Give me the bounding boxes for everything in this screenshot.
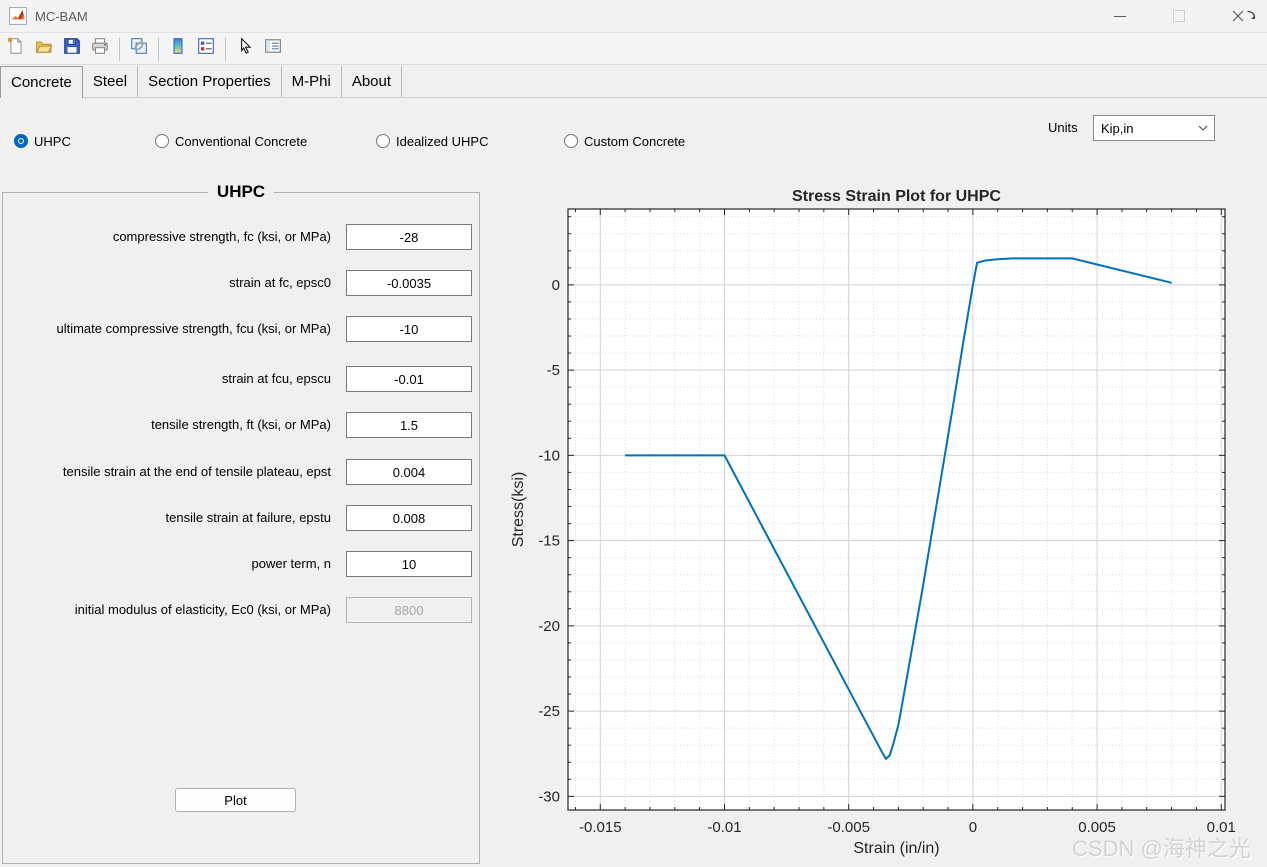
svg-text:0.01: 0.01: [1207, 819, 1236, 836]
new-figure-icon: [7, 37, 25, 60]
open-file-icon: [35, 37, 53, 60]
plot-browser-button[interactable]: [259, 35, 287, 63]
field-label-Ec0: initial modulus of elasticity, Ec0 (ksi,…: [74, 602, 331, 617]
insert-legend-button[interactable]: [192, 35, 220, 63]
radio-unselected-icon: [564, 134, 578, 148]
svg-text:0: 0: [552, 277, 560, 294]
panel-title: UHPC: [207, 182, 275, 202]
figure-toolbar: [0, 33, 1267, 65]
svg-text:-0.005: -0.005: [827, 819, 870, 836]
field-label-fc: compressive strength, fc (ksi, or MPa): [112, 229, 331, 244]
svg-text:-10: -10: [538, 447, 560, 464]
tab-steel[interactable]: Steel: [82, 66, 139, 97]
maximize-button[interactable]: [1149, 0, 1208, 32]
radio-label: Conventional Concrete: [175, 133, 308, 149]
title-bar: MC-BAM: [0, 0, 1267, 33]
field-label-epscu: strain at fcu, epscu: [221, 371, 331, 386]
radio-custom-concrete[interactable]: Custom Concrete: [564, 132, 685, 150]
toolbar-separator: [119, 36, 120, 61]
units-label: Units: [1048, 120, 1078, 135]
input-epsc0[interactable]: [346, 270, 472, 296]
svg-text:-5: -5: [547, 362, 560, 379]
plot-browser-icon: [264, 37, 282, 60]
field-label-fcu: ultimate compressive strength, fcu (ksi,…: [56, 321, 331, 336]
dock-figure-button[interactable]: [1240, 4, 1262, 26]
tab-concrete[interactable]: Concrete: [0, 66, 83, 98]
window-title: MC-BAM: [35, 8, 88, 24]
print-figure-button[interactable]: [86, 35, 114, 63]
menu-tab-bar: Concrete Steel Section Properties M-Phi Abou…: [0, 66, 1267, 98]
input-ft[interactable]: [346, 412, 472, 438]
new-figure-button[interactable]: [2, 35, 30, 63]
field-label-n: power term, n: [251, 556, 331, 571]
radio-label: Custom Concrete: [584, 133, 686, 149]
insert-colorbar-icon: [169, 37, 187, 60]
radio-label: Idealized UHPC: [396, 133, 489, 149]
field-label-epstu: tensile strain at failure, epstu: [165, 510, 331, 525]
svg-text:-0.015: -0.015: [579, 819, 622, 836]
input-epstu[interactable]: [346, 505, 472, 531]
link-plot-button[interactable]: [125, 35, 153, 63]
svg-text:0.005: 0.005: [1078, 819, 1116, 836]
insert-legend-icon: [197, 37, 215, 60]
field-label-ft: tensile strength, ft (ksi, or MPa): [151, 417, 331, 432]
svg-text:Stress(ksi): Stress(ksi): [510, 472, 527, 548]
input-fc[interactable]: [346, 224, 472, 250]
svg-text:Strain (in/in): Strain (in/in): [853, 840, 939, 857]
input-Ec0: [346, 597, 472, 623]
radio-uhpc[interactable]: UHPC: [14, 132, 71, 150]
svg-text:-20: -20: [538, 618, 560, 635]
save-figure-icon: [63, 37, 81, 60]
radio-unselected-icon: [155, 134, 169, 148]
field-label-epst: tensile strain at the end of tensile pla…: [62, 464, 331, 479]
toolbar-separator: [158, 36, 159, 61]
dock-arrow-icon: [1247, 10, 1256, 19]
tab-m-phi[interactable]: M-Phi: [281, 66, 342, 97]
csdn-watermark: CSDN @海神之光: [1072, 836, 1251, 861]
maximize-icon: [1172, 10, 1185, 22]
units-selected-value: Kip,in: [1101, 120, 1134, 136]
insert-colorbar-button[interactable]: [164, 35, 192, 63]
chevron-down-icon: [1192, 125, 1214, 131]
input-fcu[interactable]: [346, 316, 472, 342]
radio-label: UHPC: [34, 133, 71, 149]
toolbar-separator: [225, 36, 226, 61]
units-select[interactable]: Kip,in: [1093, 115, 1215, 141]
link-plot-icon: [130, 37, 148, 60]
uhpc-parameters-panel: UHPC Plot compressive strength, fc (ksi,…: [2, 182, 480, 864]
edit-plot-button[interactable]: [231, 35, 259, 63]
tab-section-properties[interactable]: Section Properties: [138, 66, 282, 97]
radio-conventional-concrete[interactable]: Conventional Concrete: [155, 132, 307, 150]
minimize-button[interactable]: [1090, 0, 1149, 32]
matlab-logo-icon: [9, 7, 27, 25]
print-figure-icon: [91, 37, 109, 60]
edit-plot-icon: [236, 37, 254, 60]
svg-text:-15: -15: [538, 533, 560, 550]
svg-text:-0.01: -0.01: [707, 819, 741, 836]
radio-unselected-icon: [376, 134, 390, 148]
radio-idealized-uhpc[interactable]: Idealized UHPC: [376, 132, 489, 150]
svg-text:-25: -25: [538, 703, 560, 720]
stress-strain-chart: -0.015 -0.01 -0.005 0 0.005 0.01 -30 -25 -20 -15 -…: [510, 188, 1236, 857]
input-epscu[interactable]: [346, 366, 472, 392]
minimize-icon: [1113, 15, 1126, 17]
tab-about[interactable]: About: [341, 66, 403, 97]
radio-selected-icon: [14, 134, 28, 148]
svg-text:Stress Strain Plot for UHPC: Stress Strain Plot for UHPC: [792, 188, 1001, 205]
close-button[interactable]: [1208, 0, 1267, 32]
plot-button[interactable]: Plot: [175, 788, 296, 812]
field-label-epsc0: strain at fc, epsc0: [229, 275, 331, 290]
input-epst[interactable]: [346, 459, 472, 485]
input-n[interactable]: [346, 551, 472, 577]
svg-text:0: 0: [969, 819, 977, 836]
close-icon: [1232, 10, 1243, 22]
svg-text:-30: -30: [538, 788, 560, 805]
open-file-button[interactable]: [30, 35, 58, 63]
save-figure-button[interactable]: [58, 35, 86, 63]
